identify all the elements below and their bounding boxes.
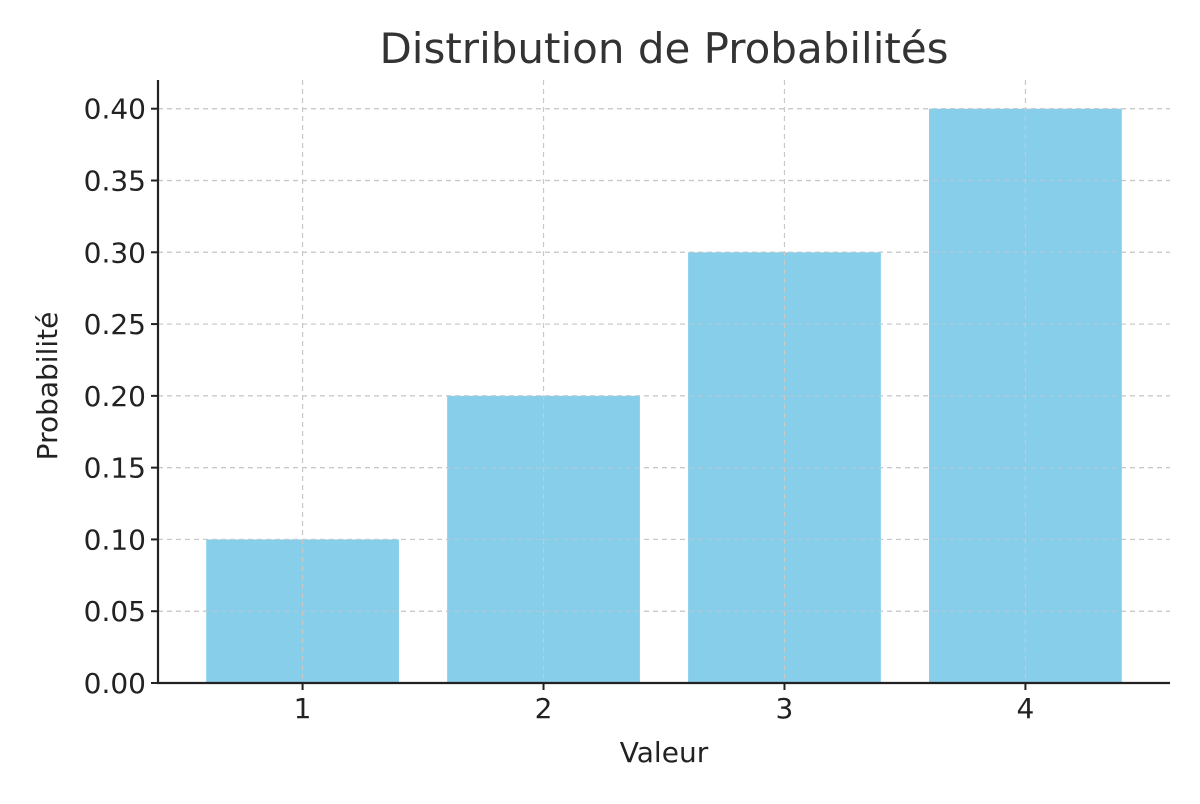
y-axis-label: Probabilité <box>31 312 64 461</box>
y-tick-label: 0.40 <box>84 93 146 126</box>
y-tick-label: 0.00 <box>84 667 146 700</box>
x-ticks: 1 2 3 4 <box>294 683 1035 725</box>
x-tick-label: 4 <box>1017 692 1035 725</box>
y-ticks: 0.00 0.05 0.10 0.15 0.20 0.25 0.30 0.35 0.40 <box>84 93 158 700</box>
y-tick-label: 0.15 <box>84 452 146 485</box>
x-tick-label: 2 <box>535 692 553 725</box>
y-tick-label: 0.25 <box>84 308 146 341</box>
y-tick-label: 0.35 <box>84 165 146 198</box>
chart-title: Distribution de Probabilités <box>379 24 948 73</box>
y-tick-label: 0.10 <box>84 523 146 556</box>
y-tick-label: 0.20 <box>84 380 146 413</box>
x-axis-label: Valeur <box>620 736 709 769</box>
x-tick-label: 3 <box>776 692 794 725</box>
x-tick-label: 1 <box>294 692 312 725</box>
y-tick-label: 0.30 <box>84 236 146 269</box>
y-tick-label: 0.05 <box>84 595 146 628</box>
